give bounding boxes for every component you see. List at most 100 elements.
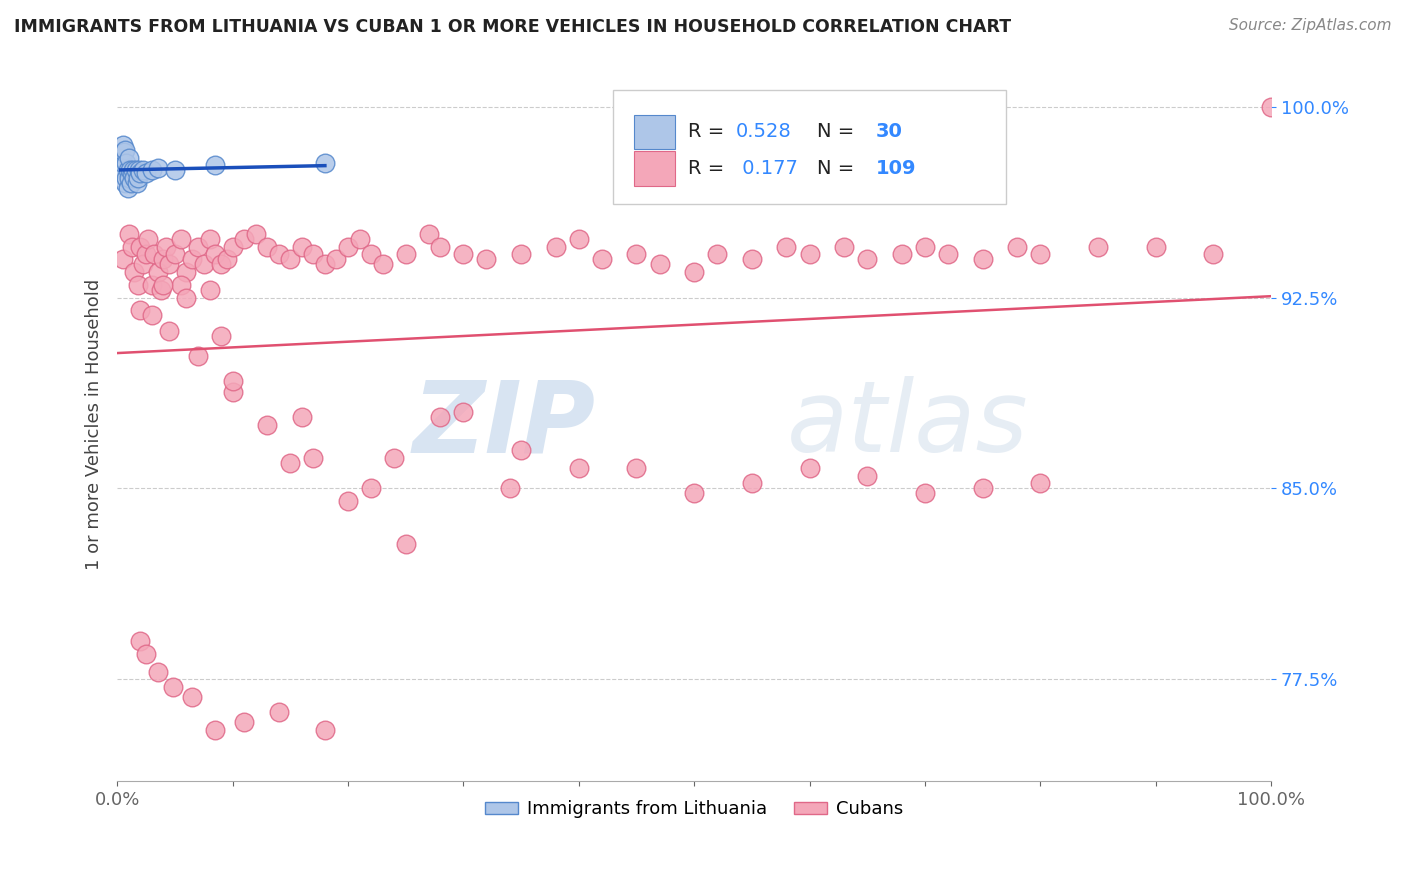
Point — [1202, 247, 1225, 261]
Point — [741, 476, 763, 491]
Point — [146, 665, 169, 679]
Point — [568, 461, 591, 475]
Point — [914, 486, 936, 500]
Text: ZIP: ZIP — [413, 376, 596, 474]
Point — [221, 240, 243, 254]
Point — [124, 265, 146, 279]
Point — [152, 277, 174, 292]
Point — [131, 163, 153, 178]
Point — [117, 181, 139, 195]
Point — [856, 468, 879, 483]
Point — [371, 257, 394, 271]
Point — [120, 176, 142, 190]
Point — [256, 240, 278, 254]
Point — [510, 443, 533, 458]
Point — [193, 257, 215, 271]
Point — [972, 482, 994, 496]
Point — [198, 283, 221, 297]
Text: atlas: atlas — [786, 376, 1028, 474]
Point — [453, 247, 475, 261]
Point — [163, 247, 186, 261]
Point — [1260, 100, 1282, 114]
Point — [163, 163, 186, 178]
Point — [129, 166, 152, 180]
Point — [162, 680, 184, 694]
Point — [418, 227, 440, 241]
Point — [936, 247, 959, 261]
Point — [129, 240, 152, 254]
Point — [1029, 247, 1052, 261]
Point — [141, 309, 163, 323]
Point — [256, 417, 278, 432]
Point — [143, 247, 166, 261]
Point — [221, 375, 243, 389]
Point — [209, 328, 232, 343]
Point — [135, 166, 157, 180]
Point — [382, 450, 405, 465]
Point — [187, 349, 209, 363]
Point — [302, 450, 325, 465]
Point — [349, 232, 371, 246]
Point — [741, 252, 763, 267]
Point — [591, 252, 613, 267]
Point — [429, 240, 451, 254]
Point — [626, 247, 648, 261]
Point — [157, 257, 180, 271]
Point — [125, 176, 148, 190]
Point — [314, 723, 336, 738]
Point — [325, 252, 347, 267]
Point — [204, 158, 226, 172]
Point — [453, 405, 475, 419]
Point — [169, 232, 191, 246]
Point — [131, 257, 153, 271]
Point — [291, 410, 314, 425]
Point — [111, 137, 134, 152]
Point — [314, 155, 336, 169]
Point — [114, 143, 136, 157]
Point — [302, 247, 325, 261]
Point — [127, 277, 149, 292]
Point — [204, 247, 226, 261]
Point — [706, 247, 728, 261]
Text: 109: 109 — [876, 160, 917, 178]
Point — [111, 252, 134, 267]
Point — [221, 384, 243, 399]
Point — [395, 247, 418, 261]
Point — [128, 163, 150, 178]
Point — [112, 145, 135, 160]
Point — [111, 163, 134, 178]
Point — [124, 170, 146, 185]
Text: 0.528: 0.528 — [735, 122, 792, 142]
Point — [395, 537, 418, 551]
Point — [544, 240, 567, 254]
Text: Source: ZipAtlas.com: Source: ZipAtlas.com — [1229, 18, 1392, 33]
Text: 30: 30 — [876, 122, 903, 142]
Point — [118, 163, 141, 178]
Point — [141, 163, 163, 178]
Point — [291, 240, 314, 254]
Point — [118, 170, 141, 185]
Point — [510, 247, 533, 261]
Text: N =: N = — [817, 122, 860, 142]
Point — [1029, 476, 1052, 491]
Y-axis label: 1 or more Vehicles in Household: 1 or more Vehicles in Household — [86, 279, 103, 570]
Point — [114, 176, 136, 190]
Point — [1087, 240, 1109, 254]
Point — [233, 232, 256, 246]
Point — [215, 252, 238, 267]
Point — [267, 247, 290, 261]
Legend: Immigrants from Lithuania, Cubans: Immigrants from Lithuania, Cubans — [478, 793, 910, 825]
Text: N =: N = — [817, 160, 860, 178]
Point — [278, 456, 301, 470]
Point — [198, 232, 221, 246]
Point — [475, 252, 498, 267]
Point — [429, 410, 451, 425]
Point — [204, 723, 226, 738]
Point — [150, 283, 173, 297]
Point — [648, 257, 671, 271]
FancyBboxPatch shape — [613, 90, 1005, 204]
Point — [117, 163, 139, 178]
Point — [336, 240, 359, 254]
Point — [115, 155, 138, 169]
FancyBboxPatch shape — [634, 114, 675, 149]
